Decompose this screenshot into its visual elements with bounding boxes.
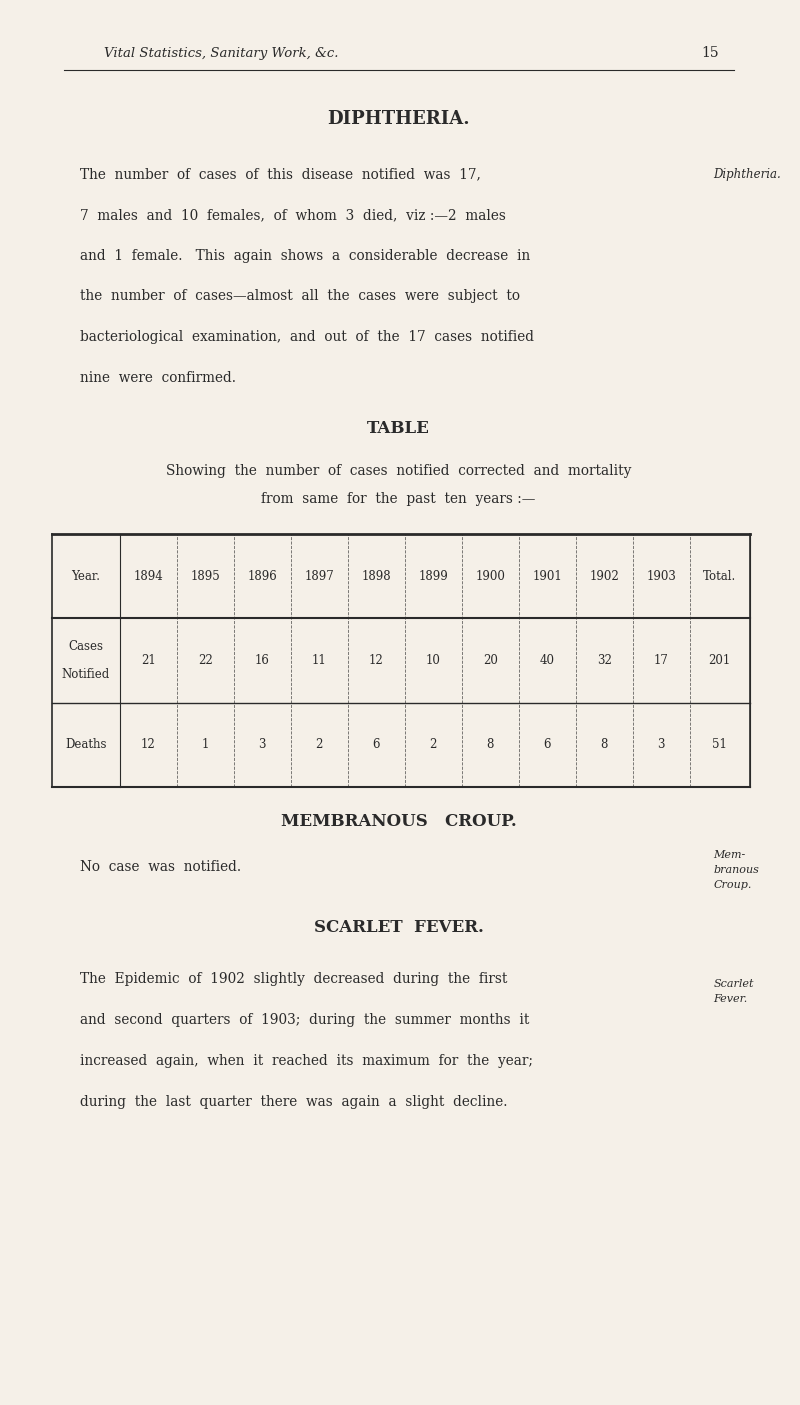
Text: increased  again,  when  it  reached  its  maximum  for  the  year;: increased again, when it reached its max… [80,1054,533,1068]
Text: Total.: Total. [703,569,736,583]
Text: 1: 1 [202,738,209,752]
Text: 2: 2 [430,738,437,752]
Text: 1895: 1895 [190,569,220,583]
Text: 8: 8 [486,738,494,752]
Text: 3: 3 [658,738,665,752]
Text: 6: 6 [372,738,380,752]
Text: 17: 17 [654,653,669,667]
Text: Notified: Notified [62,667,110,681]
Text: 16: 16 [254,653,270,667]
Text: DIPHTHERIA.: DIPHTHERIA. [327,111,470,128]
Text: Diphtheria.: Diphtheria. [714,167,782,181]
Text: Cases: Cases [68,639,103,653]
Text: bacteriological  examination,  and  out  of  the  17  cases  notified: bacteriological examination, and out of … [80,330,534,344]
Text: nine  were  confirmed.: nine were confirmed. [80,371,236,385]
Text: from  same  for  the  past  ten  years :—: from same for the past ten years :— [262,492,536,506]
Text: The  Epidemic  of  1902  slightly  decreased  during  the  first: The Epidemic of 1902 slightly decreased … [80,972,507,986]
Text: Year.: Year. [71,569,100,583]
Text: Vital Statistics, Sanitary Work, &c.: Vital Statistics, Sanitary Work, &c. [104,46,338,60]
Text: 1902: 1902 [590,569,619,583]
Text: 12: 12 [141,738,155,752]
Text: No  case  was  notified.: No case was notified. [80,860,241,874]
Text: 1896: 1896 [247,569,277,583]
Text: 1897: 1897 [304,569,334,583]
Text: 1901: 1901 [532,569,562,583]
Text: 11: 11 [312,653,326,667]
Text: 51: 51 [712,738,727,752]
Text: Scarlet
Fever.: Scarlet Fever. [714,979,754,1005]
Text: 20: 20 [482,653,498,667]
Text: during  the  last  quarter  there  was  again  a  slight  decline.: during the last quarter there was again … [80,1094,507,1109]
Text: 21: 21 [141,653,155,667]
Text: 1898: 1898 [362,569,391,583]
Text: and  second  quarters  of  1903;  during  the  summer  months  it: and second quarters of 1903; during the … [80,1013,529,1027]
Text: 1894: 1894 [134,569,163,583]
Text: 10: 10 [426,653,441,667]
Text: SCARLET  FEVER.: SCARLET FEVER. [314,919,484,936]
Text: 40: 40 [540,653,554,667]
Text: The  number  of  cases  of  this  disease  notified  was  17,: The number of cases of this disease noti… [80,167,481,181]
Text: MEMBRANOUS   CROUP.: MEMBRANOUS CROUP. [281,813,517,830]
Text: Deaths: Deaths [65,738,106,752]
Text: 3: 3 [258,738,266,752]
Text: 22: 22 [198,653,213,667]
Text: the  number  of  cases—almost  all  the  cases  were  subject  to: the number of cases—almost all the cases… [80,289,520,303]
Text: 32: 32 [597,653,612,667]
Text: 6: 6 [543,738,551,752]
Text: 1899: 1899 [418,569,448,583]
Text: 8: 8 [601,738,608,752]
Text: 1903: 1903 [646,569,676,583]
Text: 2: 2 [315,738,323,752]
Text: 1900: 1900 [475,569,505,583]
Text: Showing  the  number  of  cases  notified  corrected  and  mortality: Showing the number of cases notified cor… [166,464,631,478]
Text: 201: 201 [709,653,730,667]
Text: 12: 12 [369,653,383,667]
Text: Mem-
branous
Croup.: Mem- branous Croup. [714,850,759,889]
Text: 7  males  and  10  females,  of  whom  3  died,  viz :—2  males: 7 males and 10 females, of whom 3 died, … [80,208,506,222]
Text: TABLE: TABLE [367,420,430,437]
Text: and  1  female.   This  again  shows  a  considerable  decrease  in: and 1 female. This again shows a conside… [80,249,530,263]
Text: 15: 15 [702,46,719,60]
